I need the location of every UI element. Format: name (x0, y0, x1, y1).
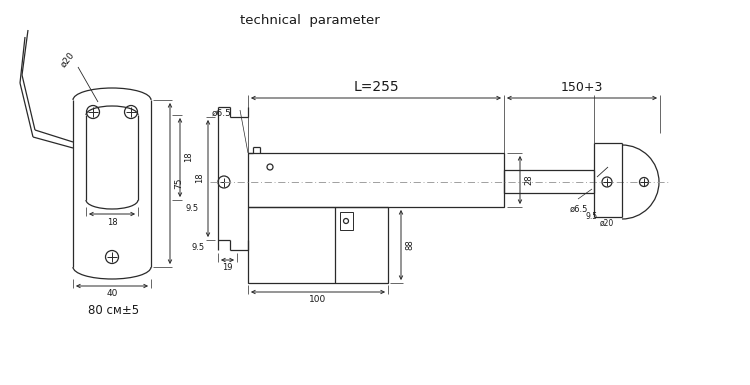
Bar (340, 212, 353, 230)
Text: 28: 28 (524, 175, 533, 185)
Text: 19: 19 (222, 263, 232, 271)
Text: 18: 18 (196, 173, 205, 183)
Text: ø20: ø20 (600, 219, 614, 228)
Text: 100: 100 (309, 296, 326, 305)
Text: 18: 18 (106, 218, 117, 226)
Bar (248, 153, 504, 207)
Text: 150+3: 150+3 (561, 80, 603, 94)
Text: 18: 18 (184, 152, 194, 162)
Text: 9.5: 9.5 (185, 204, 198, 213)
Text: technical  parameter: technical parameter (240, 13, 380, 27)
Text: 80 см±5: 80 см±5 (88, 303, 140, 316)
Text: ø6.5: ø6.5 (570, 204, 588, 214)
Text: 88: 88 (406, 239, 415, 250)
Text: 9.5: 9.5 (191, 243, 205, 251)
Text: 40: 40 (106, 288, 118, 298)
Text: L=255: L=255 (353, 80, 399, 94)
Text: 9.5: 9.5 (586, 211, 598, 221)
Bar (248, 207, 388, 283)
Text: ø6.5: ø6.5 (212, 109, 232, 117)
Bar (504, 170, 594, 193)
Text: ø20: ø20 (59, 50, 76, 69)
Text: 75: 75 (175, 177, 184, 189)
